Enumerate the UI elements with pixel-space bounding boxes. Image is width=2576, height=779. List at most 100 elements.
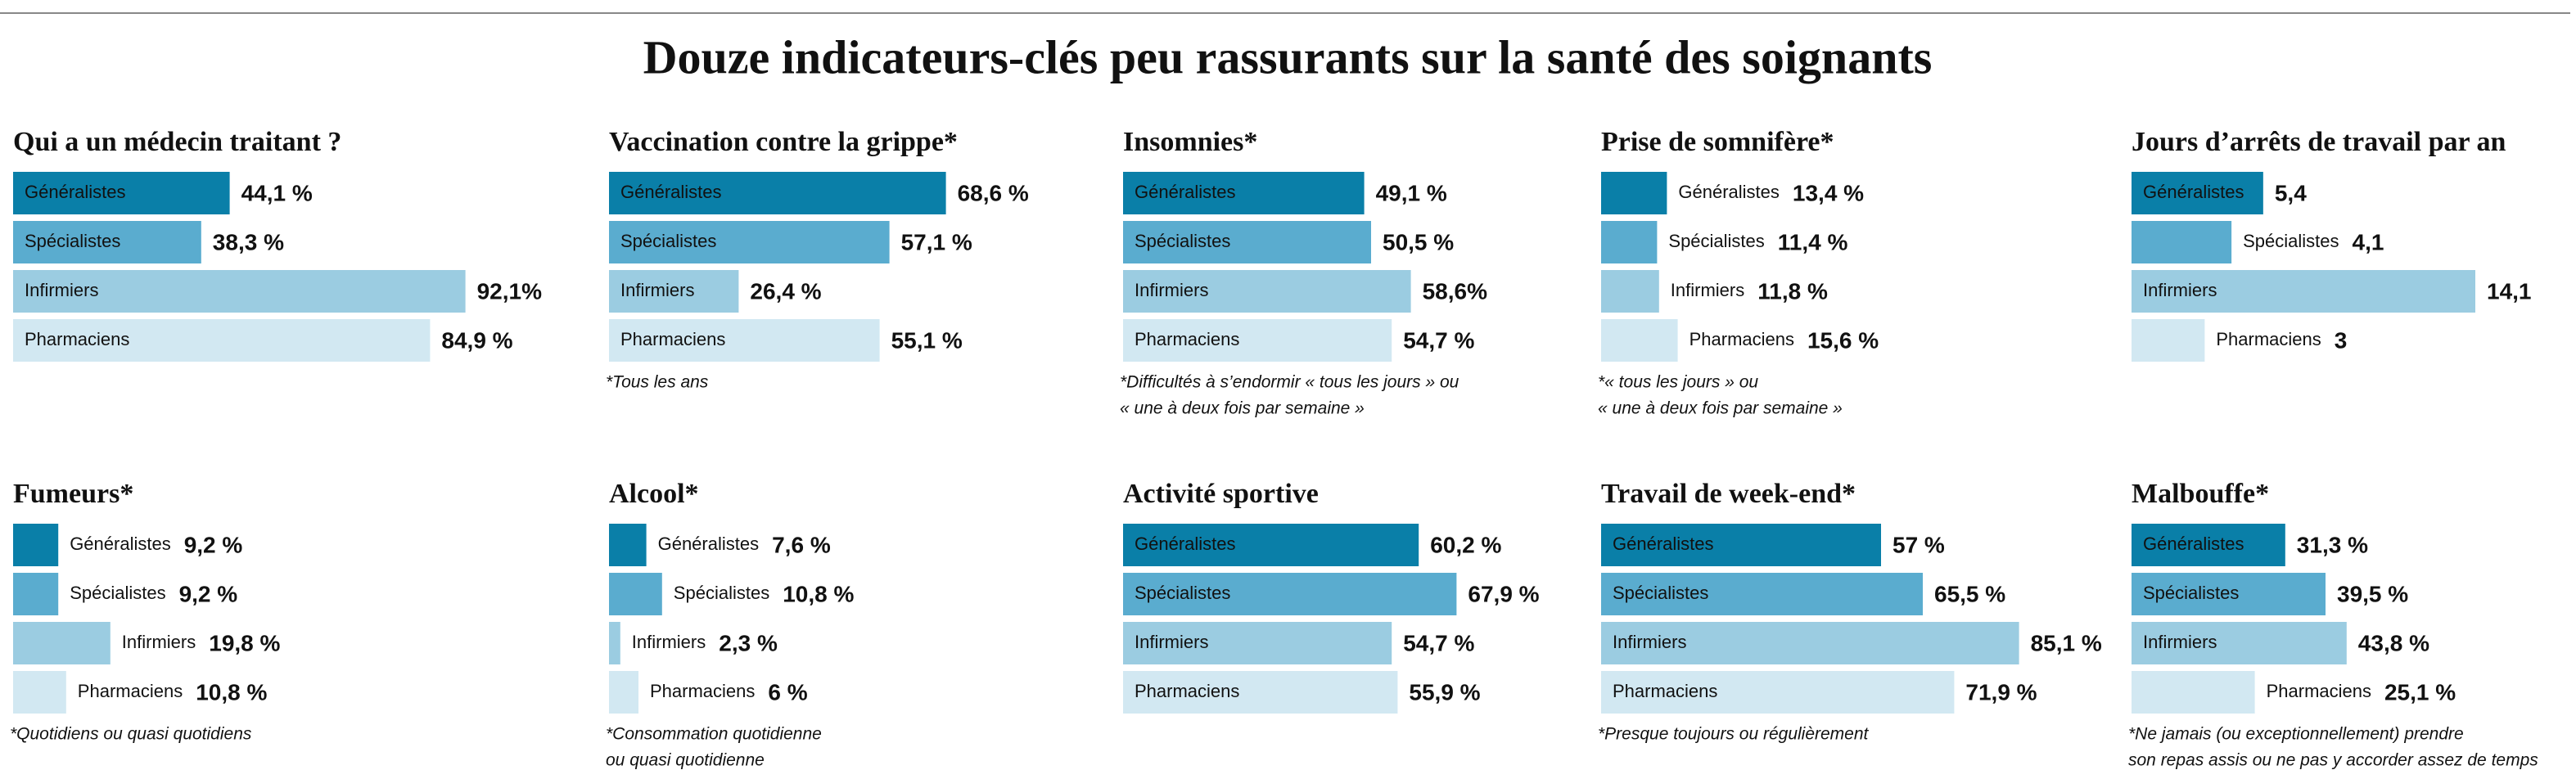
chart-title: Travail de week-end*	[1601, 479, 1856, 509]
bar	[2132, 671, 2255, 714]
category-label: Spécialistes	[2243, 231, 2339, 251]
value-label: 7,6 %	[772, 532, 831, 557]
bar	[13, 221, 201, 263]
bar	[1601, 319, 1678, 362]
category-label: Infirmiers	[1671, 280, 1744, 300]
value-label: 19,8 %	[209, 630, 280, 655]
bar	[1123, 573, 1457, 615]
footnote: « une à deux fois par semaine »	[1120, 399, 1365, 418]
bar	[1601, 524, 1881, 566]
category-label: Spécialistes	[1613, 583, 1708, 603]
chart-title: Prise de somnifère*	[1601, 127, 1834, 157]
category-label: Pharmaciens	[1613, 681, 1717, 701]
bar	[2132, 270, 2475, 313]
footnote: *« tous les jours » ou	[1598, 373, 1758, 392]
category-label: Pharmaciens	[1135, 329, 1239, 349]
bar	[2132, 221, 2232, 263]
bar	[609, 172, 946, 214]
footnote: son repas assis ou ne pas y accorder ass…	[2128, 751, 2538, 770]
value-label: 11,4 %	[1778, 229, 1848, 254]
value-label: 65,5 %	[1934, 581, 2005, 606]
value-label: 49,1 %	[1376, 180, 1447, 205]
bar	[2132, 622, 2347, 664]
category-label: Pharmaciens	[1135, 681, 1239, 701]
bar	[609, 319, 880, 362]
category-label: Généralistes	[25, 182, 126, 202]
category-label: Généralistes	[2143, 534, 2244, 554]
bar	[13, 524, 59, 566]
category-label: Infirmiers	[620, 280, 694, 300]
value-label: 54,7 %	[1403, 630, 1474, 655]
footnote: *Tous les ans	[606, 373, 709, 392]
bar	[13, 319, 431, 362]
value-label: 67,9 %	[1468, 581, 1539, 606]
bar	[1123, 270, 1411, 313]
category-label: Infirmiers	[122, 632, 196, 652]
value-label: 9,2 %	[179, 581, 238, 606]
value-label: 92,1%	[477, 278, 542, 304]
bar	[2132, 319, 2205, 362]
category-label: Généralistes	[658, 534, 760, 554]
category-label: Pharmaciens	[25, 329, 129, 349]
chart-title: Alcool*	[609, 479, 699, 509]
category-label: Généralistes	[2143, 182, 2244, 202]
chart-title: Activité sportive	[1123, 479, 1319, 509]
value-label: 58,6%	[1423, 278, 1487, 304]
bar	[1123, 671, 1398, 714]
bar	[13, 622, 111, 664]
category-label: Pharmaciens	[650, 681, 755, 701]
category-label: Pharmaciens	[2267, 681, 2371, 701]
footnote: *Difficultés à s’endormir « tous les jou…	[1120, 373, 1459, 392]
bar	[13, 172, 230, 214]
value-label: 44,1 %	[241, 180, 313, 205]
value-label: 10,8 %	[196, 679, 267, 705]
category-label: Généralistes	[1678, 182, 1780, 202]
category-label: Pharmaciens	[78, 681, 183, 701]
value-label: 38,3 %	[213, 229, 284, 254]
category-label: Généralistes	[620, 182, 722, 202]
value-label: 71,9 %	[1965, 679, 2037, 705]
category-label: Pharmaciens	[2216, 329, 2321, 349]
bar	[1601, 221, 1658, 263]
bar	[609, 270, 739, 313]
bar	[1601, 573, 1923, 615]
footnote: *Presque toujours ou régulièrement	[1598, 725, 1870, 744]
bar	[2132, 524, 2285, 566]
value-label: 43,8 %	[2358, 630, 2429, 655]
chart-title: Fumeurs*	[13, 479, 133, 509]
value-label: 57 %	[1893, 532, 1945, 557]
value-label: 11,8 %	[1757, 278, 1828, 304]
bar	[2132, 573, 2326, 615]
category-label: Généralistes	[70, 534, 171, 554]
bar	[1601, 622, 2019, 664]
value-label: 15,6 %	[1807, 327, 1879, 353]
value-label: 5,4	[2275, 180, 2307, 205]
category-label: Spécialistes	[1135, 231, 1230, 251]
bar	[1601, 270, 1659, 313]
category-label: Spécialistes	[25, 231, 120, 251]
category-label: Spécialistes	[1668, 231, 1764, 251]
bar	[1123, 622, 1392, 664]
bar	[13, 671, 66, 714]
category-label: Spécialistes	[620, 231, 716, 251]
value-label: 3	[2335, 327, 2348, 353]
bar	[609, 622, 620, 664]
category-label: Spécialistes	[70, 583, 165, 603]
bar	[1601, 671, 1955, 714]
footnote: *Consommation quotidienne	[606, 725, 822, 744]
category-label: Pharmaciens	[1690, 329, 1794, 349]
category-label: Infirmiers	[632, 632, 706, 652]
category-label: Pharmaciens	[620, 329, 725, 349]
bar	[609, 221, 890, 263]
bar	[1123, 319, 1392, 362]
value-label: 31,3 %	[2297, 532, 2368, 557]
chart-title: Insomnies*	[1123, 127, 1257, 157]
value-label: 26,4 %	[750, 278, 821, 304]
value-label: 85,1 %	[2031, 630, 2102, 655]
category-label: Généralistes	[1613, 534, 1714, 554]
value-label: 14,1	[2487, 278, 2532, 304]
value-label: 54,7 %	[1403, 327, 1474, 353]
value-label: 4,1	[2353, 229, 2384, 254]
bar	[1123, 524, 1419, 566]
category-label: Spécialistes	[1135, 583, 1230, 603]
